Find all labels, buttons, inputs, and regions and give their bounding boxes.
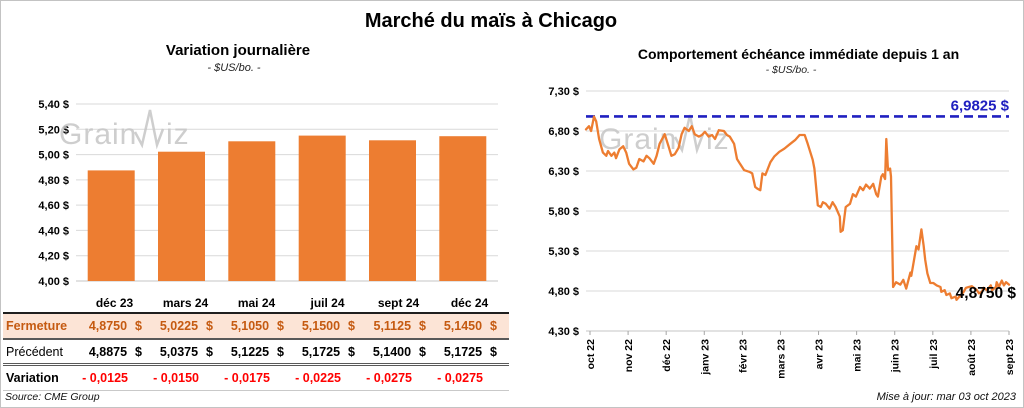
y-axis-label: 6,80 $ <box>548 126 579 138</box>
line-chart: 7,30 $ 6,80 $ 6,30 $ 5,80 $ 5,30 $ 4,80 $ 4,30… <box>548 86 1017 379</box>
table-col-header: juil 24 <box>310 295 345 310</box>
line-chart-subtitle: - $US/bo. - <box>765 64 817 76</box>
y-axis-label: 4,20 $ <box>38 251 69 263</box>
page-title: Marché du maïs à Chicago <box>364 10 618 32</box>
line-chart-title: Comportement échéance immédiate depuis 1… <box>637 46 960 62</box>
bar-chart-subtitle: - $US/bo. - <box>207 62 261 74</box>
x-axis-label: mars 23 <box>775 339 787 379</box>
bar-juil 24 <box>298 135 346 281</box>
table-col-header: sept 24 <box>377 295 420 310</box>
bar-chart-title: Variation journalière <box>165 42 311 59</box>
y-axis-label: 4,00 $ <box>38 276 69 288</box>
table-row-variation: Variation - 0,0125 - 0,0150 - 0,0175 - 0,022… <box>3 366 509 391</box>
grainwiz-watermark: Grain iz <box>59 109 190 151</box>
bar-mars 24 <box>158 151 205 281</box>
table-cell: 5,1400 $ <box>372 344 426 359</box>
table-col-header: déc 24 <box>450 295 489 310</box>
svg-text:Grain: Grain <box>59 118 137 151</box>
table-col-header: déc 23 <box>95 295 134 310</box>
x-axis-label: avr 23 <box>814 339 826 370</box>
bar-déc 23 <box>87 170 135 281</box>
y-axis-label: 5,30 $ <box>548 246 579 258</box>
table-corner <box>3 293 79 312</box>
table-cell: - 0,0275 <box>437 371 483 385</box>
y-axis-label: 5,40 $ <box>38 99 69 111</box>
price-table: déc 23 mars 24 mai 24 juil 24 sept 24 déc 24 F… <box>3 293 509 391</box>
row-label: Variation <box>6 371 59 385</box>
bar-chart: 5,40 $ 5,20 $ 5,00 $ 4,80 $ 4,60 $ 4,40 $ 4,20… <box>38 99 498 288</box>
update-note: Mise à jour: mar 03 oct 2023 <box>876 391 1016 403</box>
table-cell: - 0,0125 <box>82 371 128 385</box>
table-cell: 5,0375 $ <box>159 344 213 359</box>
x-axis-label: févr 23 <box>737 339 749 373</box>
table-cell: 4,8875 $ <box>88 344 142 359</box>
x-axis-label: déc 22 <box>661 339 673 372</box>
x-axis-label: janv 23 <box>699 339 711 376</box>
table-cell: - 0,0150 <box>153 371 199 385</box>
y-axis-label: 4,30 $ <box>548 326 579 338</box>
svg-text:Grain: Grain <box>599 123 677 156</box>
table-col-header: mai 24 <box>237 295 276 310</box>
y-axis-label: 7,30 $ <box>548 86 579 98</box>
table-cell: - 0,0275 <box>366 371 412 385</box>
table-cell: 5,1500 $ <box>301 319 355 333</box>
x-axis-label: mai 23 <box>852 339 864 372</box>
x-axis-label: oct 22 <box>585 339 597 370</box>
y-axis-label: 5,00 $ <box>38 150 69 162</box>
table-cell: - 0,0175 <box>224 371 270 385</box>
table-cell: 5,1225 $ <box>230 344 284 359</box>
x-axis-label: juil 23 <box>928 339 940 370</box>
bar-mai 24 <box>228 141 276 281</box>
x-axis-label: août 23 <box>966 339 978 376</box>
y-axis-label: 5,80 $ <box>548 206 579 218</box>
watermark-zigzag-icon <box>133 109 165 150</box>
svg-text:iz: iz <box>166 118 190 151</box>
table-cell: 5,1725 $ <box>301 344 355 359</box>
y-axis-label: 4,40 $ <box>38 225 69 237</box>
row-label: Fermeture <box>6 319 68 333</box>
table-cell: 5,1725 $ <box>443 344 497 359</box>
table-row-precedent: Précédent 4,8875 $ 5,0375 $ 5,1225 $ 5,1725 $ 5,1… <box>3 340 509 366</box>
x-axis-label: nov 22 <box>623 339 635 372</box>
table-cell: 4,8750 $ <box>88 319 142 333</box>
table-cell: 5,1450 $ <box>443 319 497 333</box>
row-label: Précédent <box>6 344 63 359</box>
y-axis-label: 4,80 $ <box>38 175 69 187</box>
x-axis-label: sept 23 <box>1004 339 1016 375</box>
svg-text:iz: iz <box>706 123 730 156</box>
table-col-header: mars 24 <box>162 295 209 310</box>
table-cell: 5,0225 $ <box>159 319 213 333</box>
bar-sept 24 <box>369 140 416 281</box>
table-cell: 5,1125 $ <box>373 319 427 333</box>
y-axis-label: 4,80 $ <box>548 286 579 298</box>
bar-déc 24 <box>439 136 487 281</box>
source-note: Source: CME Group <box>5 391 100 403</box>
table-cell: 5,1050 $ <box>230 319 284 333</box>
y-axis-label: 5,20 $ <box>38 124 69 136</box>
y-axis-label: 6,30 $ <box>548 166 579 178</box>
price-line <box>584 115 1011 301</box>
y-axis-label: 4,60 $ <box>38 200 69 212</box>
reference-line-label: 6,9825 $ <box>951 97 1010 114</box>
x-axis-label: juin 23 <box>890 339 902 373</box>
table-cell: - 0,0225 <box>295 371 341 385</box>
table-row-fermeture: Fermeture 4,8750 $ 5,0225 $ 5,1050 $ 5,1500 $ 5,1… <box>3 314 509 340</box>
last-price-label: 4,8750 $ <box>956 285 1017 302</box>
table-header-row: déc 23 mars 24 mai 24 juil 24 sept 24 déc 24 <box>3 293 509 314</box>
